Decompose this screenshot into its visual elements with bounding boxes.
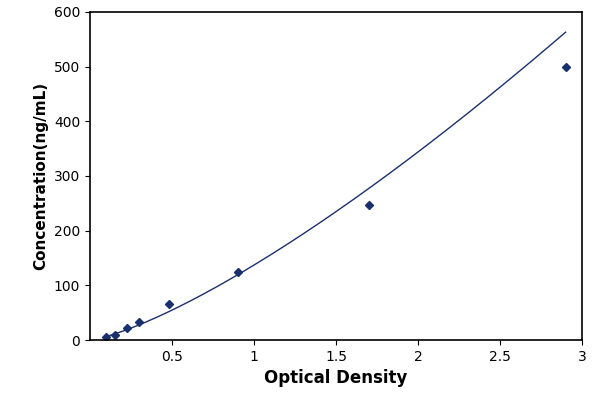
Y-axis label: Concentration(ng/mL): Concentration(ng/mL)	[34, 82, 49, 270]
X-axis label: Optical Density: Optical Density	[265, 369, 407, 387]
